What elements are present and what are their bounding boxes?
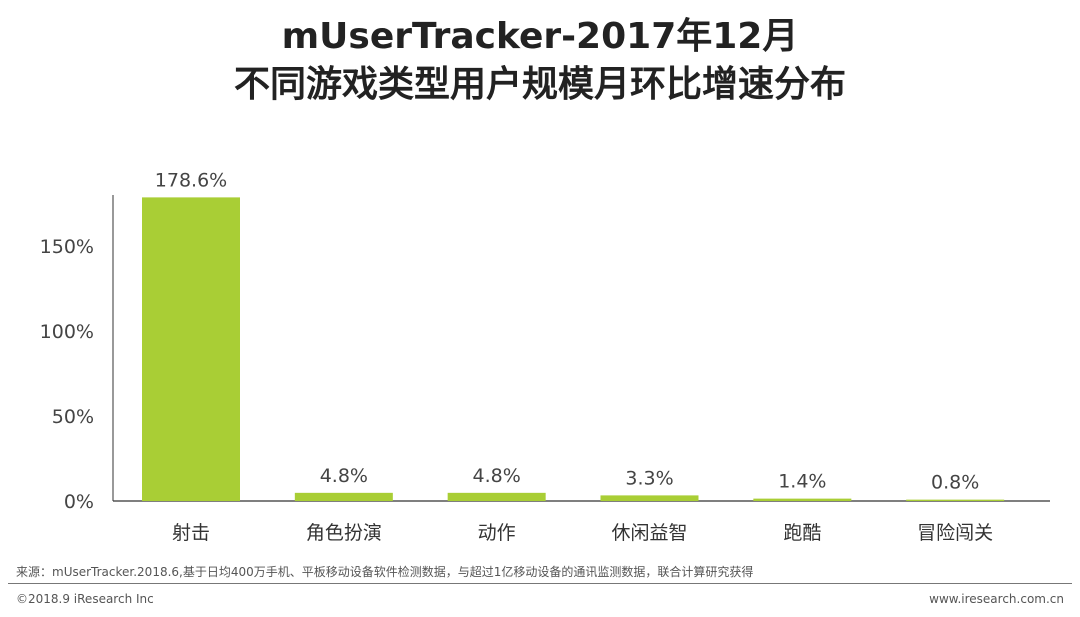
- bar: [447, 492, 546, 501]
- bar-chart: 0% 50% 100% 150% 178.6% 射击 4.8% 角色扮演 4.8% 动作 3.3% 休…: [40, 169, 1050, 544]
- bar: [142, 197, 240, 501]
- x-tick-label: 动作: [478, 522, 516, 544]
- y-tick-label: 0%: [64, 491, 94, 513]
- data-label: 4.8%: [320, 465, 368, 487]
- footer-divider: [8, 583, 1072, 584]
- source-note: 来源：mUserTracker.2018.6,基于日均400万手机、平板移动设备…: [16, 565, 754, 579]
- x-tick-label: 跑酷: [783, 522, 821, 544]
- bar: [600, 495, 699, 501]
- y-tick-label: 150%: [40, 236, 94, 258]
- data-label: 3.3%: [625, 467, 673, 489]
- x-tick-label: 休闲益智: [611, 522, 687, 544]
- x-tick-label: 冒险闯关: [917, 522, 993, 544]
- bar: [753, 498, 852, 501]
- y-tick-label: 50%: [52, 406, 94, 428]
- x-tick-label: 射击: [172, 522, 210, 544]
- copyright-text: ©2018.9 iResearch Inc: [16, 592, 154, 606]
- y-tick-label: 100%: [40, 321, 94, 343]
- data-label: 1.4%: [778, 471, 826, 493]
- chart-title-line2: 不同游戏类型用户规模月环比增速分布: [233, 64, 846, 105]
- data-label: 4.8%: [473, 465, 521, 487]
- data-label: 0.8%: [931, 472, 979, 494]
- bar: [906, 499, 1005, 501]
- website-link[interactable]: www.iresearch.com.cn: [929, 592, 1064, 606]
- chart-title-line1: mUserTracker-2017年12月: [281, 16, 799, 57]
- x-tick-label: 角色扮演: [306, 522, 382, 544]
- data-label: 178.6%: [155, 169, 227, 191]
- bar: [294, 492, 393, 501]
